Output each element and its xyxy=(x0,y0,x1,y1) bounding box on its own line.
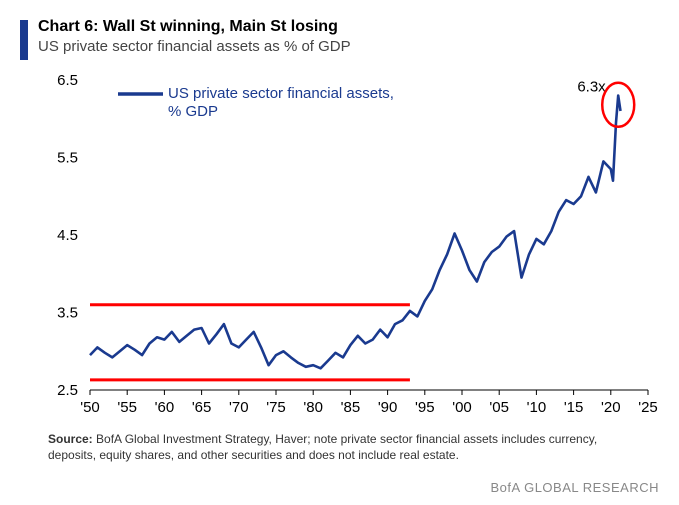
y-tick-label: 3.5 xyxy=(57,305,78,322)
y-tick-label: 4.5 xyxy=(57,227,78,244)
x-tick-label: '10 xyxy=(527,399,547,416)
source-label: Source: xyxy=(48,432,93,446)
brand-footer: BofA GLOBAL RESEARCH xyxy=(491,480,659,495)
y-tick-label: 2.5 xyxy=(57,382,78,399)
x-tick-label: '25 xyxy=(638,399,658,416)
series-line xyxy=(90,96,621,369)
line-chart: 2.5 3.5 4.5 5.5 6.5 '50 '55 '60 '65 '70 '75 '80 '85 '… xyxy=(38,70,658,420)
chart-title: Chart 6: Wall St winning, Main St losing xyxy=(38,18,351,36)
header-accent-bar xyxy=(20,20,28,60)
x-tick-label: '50 xyxy=(80,399,100,416)
x-tick-label: '65 xyxy=(192,399,212,416)
source-text: BofA Global Investment Strategy, Haver; … xyxy=(48,432,597,462)
x-tick-label: '85 xyxy=(341,399,361,416)
x-tick-label: '60 xyxy=(155,399,175,416)
legend-label: US private sector financial assets, xyxy=(168,85,394,102)
x-tick-label: '80 xyxy=(303,399,323,416)
legend-label: % GDP xyxy=(168,103,218,120)
x-tick-label: '95 xyxy=(415,399,435,416)
x-tick-label: '20 xyxy=(601,399,621,416)
x-tick-label: '15 xyxy=(564,399,584,416)
x-tick-label: '55 xyxy=(117,399,137,416)
x-tick-label: '70 xyxy=(229,399,249,416)
x-tick-label: '90 xyxy=(378,399,398,416)
source-note: Source: BofA Global Investment Strategy,… xyxy=(48,432,648,463)
x-tick-label: '00 xyxy=(452,399,472,416)
callout-label: 6.3x xyxy=(577,79,606,96)
x-tick-label: '05 xyxy=(489,399,509,416)
x-tick-label: '75 xyxy=(266,399,286,416)
y-tick-label: 5.5 xyxy=(57,150,78,167)
y-tick-label: 6.5 xyxy=(57,72,78,89)
chart-area: 2.5 3.5 4.5 5.5 6.5 '50 '55 '60 '65 '70 '75 '80 '85 '… xyxy=(38,70,658,420)
chart-subtitle: US private sector financial assets as % … xyxy=(38,38,351,55)
title-block: Chart 6: Wall St winning, Main St losing… xyxy=(38,18,351,55)
